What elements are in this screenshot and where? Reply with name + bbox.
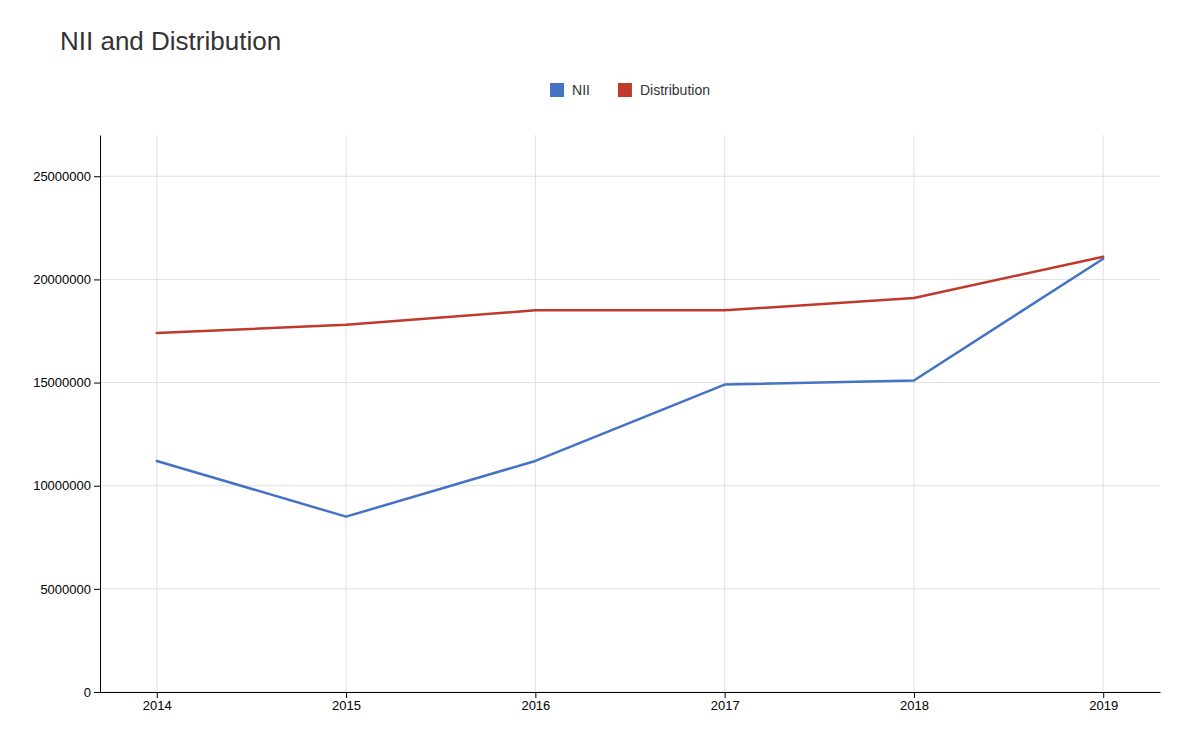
x-tick: 2015 — [332, 692, 361, 713]
legend-item: Distribution — [618, 82, 710, 98]
grid-line — [535, 135, 536, 692]
grid-line — [346, 135, 347, 692]
chart: NII and Distribution 2014 2015 2016 2017 2018… — [0, 0, 1200, 742]
x-tick: 2018 — [900, 692, 929, 713]
x-tick-label: 2017 — [711, 698, 740, 713]
y-tick: 20000000 — [33, 272, 100, 287]
x-tick: 2017 — [711, 692, 740, 713]
legend-swatch — [618, 83, 632, 97]
y-tick: 25000000 — [33, 169, 100, 184]
y-axis-line — [100, 136, 101, 693]
grid-line — [100, 382, 1160, 383]
line — [157, 257, 1103, 333]
x-tick-mark — [535, 692, 536, 698]
legend: NII Distribution — [550, 82, 710, 98]
y-tick-label: 5000000 — [40, 582, 91, 597]
grid-line — [724, 135, 725, 692]
y-tick: 0 — [84, 685, 100, 700]
x-tick-mark — [157, 692, 158, 698]
x-tick-label: 2019 — [1089, 698, 1118, 713]
y-tick: 15000000 — [33, 375, 100, 390]
title: NII and Distribution — [60, 26, 281, 56]
y-tick: 5000000 — [40, 582, 100, 597]
y-axis: 0 5000000 10000000 15000000 20000000 25000000 — [33, 136, 100, 700]
grid-line — [1103, 135, 1104, 692]
y-tick-label: 0 — [84, 685, 91, 700]
y-tick-label: 10000000 — [33, 478, 91, 493]
y-tick-mark — [94, 589, 100, 590]
x-tick-label: 2014 — [143, 698, 172, 713]
x-tick-mark — [346, 692, 347, 698]
x-tick: 2014 — [143, 692, 172, 713]
x-axis-line — [101, 692, 1161, 693]
grid — [100, 135, 1160, 692]
line — [157, 259, 1103, 517]
x-tick: 2019 — [1089, 692, 1118, 713]
x-tick-label: 2016 — [521, 698, 550, 713]
plot: 2014 2015 2016 2017 2018 2019 0 5000000 10000000… — [33, 135, 1160, 713]
y-tick-label: 25000000 — [33, 169, 91, 184]
y-tick: 10000000 — [33, 478, 100, 493]
y-tick-mark — [94, 486, 100, 487]
legend-swatch — [550, 83, 564, 97]
legend-label: Distribution — [640, 82, 710, 98]
y-tick-label: 20000000 — [33, 272, 91, 287]
grid-line — [100, 485, 1160, 486]
grid-line — [156, 135, 157, 692]
x-tick: 2016 — [521, 692, 550, 713]
x-tick-mark — [1103, 692, 1104, 698]
grid-line — [100, 176, 1160, 177]
grid-line — [100, 588, 1160, 589]
x-axis: 2014 2015 2016 2017 2018 2019 — [101, 692, 1161, 713]
grid-line — [913, 135, 914, 692]
y-tick-mark — [94, 176, 100, 177]
y-tick-mark — [94, 383, 100, 384]
y-tick-mark — [94, 279, 100, 280]
legend-item: NII — [550, 82, 590, 98]
legend-label: NII — [572, 82, 590, 98]
y-tick-mark — [94, 692, 100, 693]
grid-line — [100, 692, 1160, 693]
lines — [157, 257, 1103, 517]
x-tick-mark — [725, 692, 726, 698]
x-tick-mark — [914, 692, 915, 698]
x-tick-label: 2015 — [332, 698, 361, 713]
y-tick-label: 15000000 — [33, 375, 91, 390]
x-tick-label: 2018 — [900, 698, 929, 713]
